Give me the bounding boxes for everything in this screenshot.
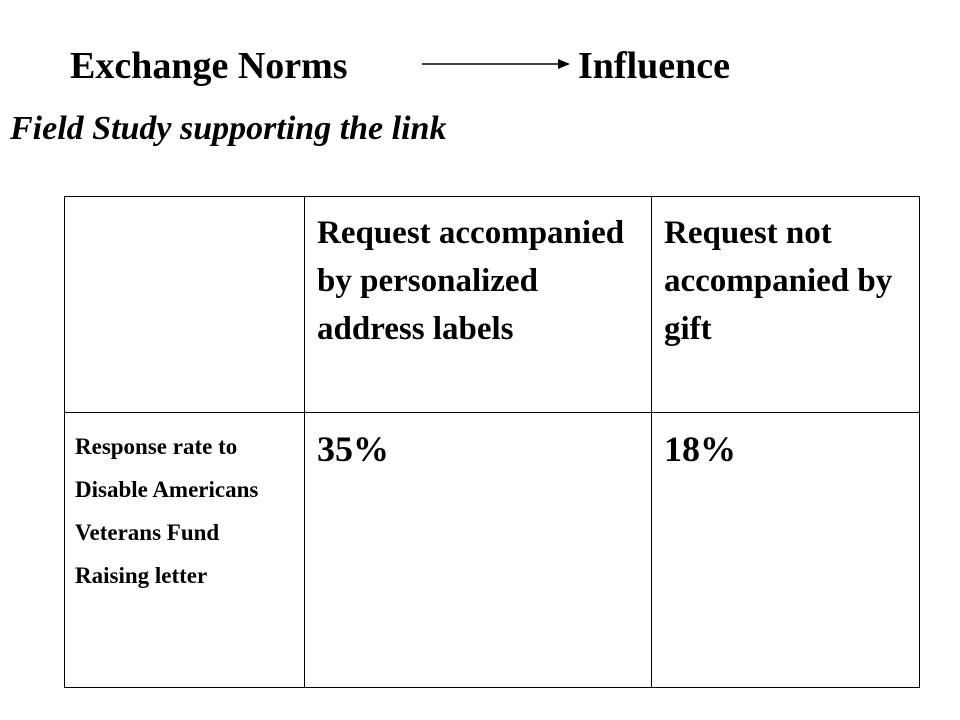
table-header-no-gift: Request not accompanied by gift xyxy=(651,196,920,413)
table-row: Response rate to Disable Americans Veter… xyxy=(64,412,920,688)
field-study-table: Request accompanied by personalized addr… xyxy=(64,196,920,688)
value-personalized-labels: 35% xyxy=(304,412,652,688)
table-header-personalized-labels: Request accompanied by personalized addr… xyxy=(304,196,652,413)
title-row: Exchange Norms Influence xyxy=(0,38,960,98)
value-no-gift: 18% xyxy=(651,412,920,688)
table-header-empty-cell xyxy=(64,196,305,413)
influence-label: Influence xyxy=(578,45,730,87)
right-arrow-icon xyxy=(422,59,570,69)
exchange-norms-label: Exchange Norms xyxy=(70,45,348,87)
page-subtitle: Field Study supporting the link xyxy=(10,110,447,147)
row-label-response-rate: Response rate to Disable Americans Veter… xyxy=(64,412,305,688)
table-header-row: Request accompanied by personalized addr… xyxy=(64,196,920,413)
